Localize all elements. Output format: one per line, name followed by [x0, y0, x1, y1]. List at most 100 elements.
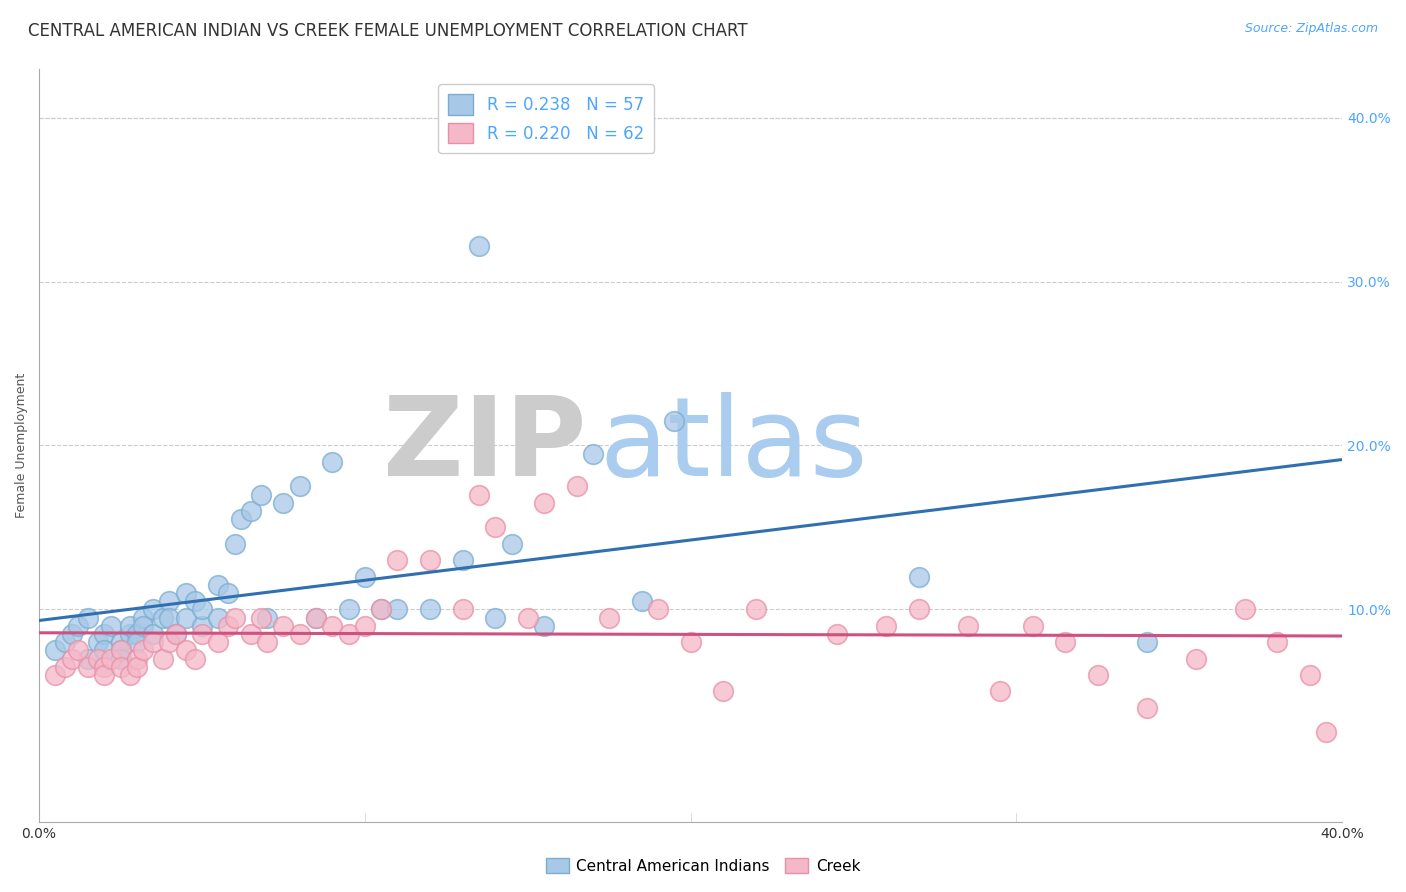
Point — [1184, 651, 1206, 665]
Point — [582, 447, 605, 461]
Point — [451, 553, 474, 567]
Point — [1087, 668, 1109, 682]
Text: Source: ZipAtlas.com: Source: ZipAtlas.com — [1244, 22, 1378, 36]
Point — [142, 627, 165, 641]
Point — [875, 619, 897, 633]
Point — [132, 610, 155, 624]
Point — [53, 659, 76, 673]
Point — [387, 602, 409, 616]
Point — [67, 619, 90, 633]
Point — [533, 619, 555, 633]
Point — [184, 651, 207, 665]
Point — [184, 594, 207, 608]
Point — [630, 594, 652, 608]
Point — [239, 504, 262, 518]
Point — [191, 602, 214, 616]
Point — [93, 659, 115, 673]
Point — [132, 619, 155, 633]
Point — [77, 659, 100, 673]
Point — [207, 610, 229, 624]
Point — [988, 684, 1011, 698]
Text: ZIP: ZIP — [382, 392, 586, 499]
Y-axis label: Female Unemployment: Female Unemployment — [15, 373, 28, 518]
Point — [120, 668, 142, 682]
Point — [305, 610, 328, 624]
Point — [419, 602, 441, 616]
Point — [224, 610, 246, 624]
Point — [217, 586, 239, 600]
Point — [159, 635, 181, 649]
Point — [256, 610, 278, 624]
Point — [224, 537, 246, 551]
Point — [125, 627, 148, 641]
Point — [44, 668, 66, 682]
Point — [387, 553, 409, 567]
Point — [321, 619, 343, 633]
Point — [110, 643, 132, 657]
Point — [468, 238, 491, 252]
Point — [152, 610, 174, 624]
Point — [354, 569, 377, 583]
Point — [1136, 700, 1159, 714]
Point — [93, 627, 115, 641]
Point — [60, 627, 83, 641]
Point — [354, 619, 377, 633]
Point — [1233, 602, 1256, 616]
Point — [1315, 725, 1337, 739]
Point — [468, 488, 491, 502]
Point — [120, 619, 142, 633]
Point — [337, 602, 360, 616]
Point — [249, 610, 271, 624]
Point — [125, 635, 148, 649]
Point — [370, 602, 392, 616]
Point — [93, 643, 115, 657]
Point — [711, 684, 734, 698]
Point — [67, 643, 90, 657]
Point — [288, 479, 311, 493]
Point — [142, 635, 165, 649]
Point — [165, 627, 187, 641]
Point — [1054, 635, 1077, 649]
Point — [745, 602, 768, 616]
Point — [907, 569, 929, 583]
Point — [1136, 635, 1159, 649]
Point — [110, 659, 132, 673]
Point — [110, 643, 132, 657]
Point — [827, 627, 849, 641]
Point — [533, 496, 555, 510]
Point — [273, 619, 295, 633]
Point — [501, 537, 523, 551]
Point — [174, 643, 197, 657]
Point — [229, 512, 252, 526]
Point — [191, 619, 214, 633]
Point — [1022, 619, 1045, 633]
Point — [516, 610, 538, 624]
Legend: R = 0.238   N = 57, R = 0.220   N = 62: R = 0.238 N = 57, R = 0.220 N = 62 — [439, 85, 654, 153]
Point — [60, 651, 83, 665]
Point — [174, 586, 197, 600]
Point — [451, 602, 474, 616]
Point — [273, 496, 295, 510]
Point — [77, 651, 100, 665]
Point — [110, 651, 132, 665]
Legend: Central American Indians, Creek: Central American Indians, Creek — [540, 852, 866, 880]
Point — [53, 635, 76, 649]
Point — [110, 635, 132, 649]
Point — [207, 635, 229, 649]
Point — [77, 610, 100, 624]
Point — [321, 455, 343, 469]
Point — [419, 553, 441, 567]
Point — [191, 627, 214, 641]
Point — [174, 610, 197, 624]
Text: atlas: atlas — [599, 392, 868, 499]
Point — [100, 651, 122, 665]
Point — [249, 488, 271, 502]
Point — [217, 619, 239, 633]
Point — [125, 659, 148, 673]
Point — [370, 602, 392, 616]
Text: CENTRAL AMERICAN INDIAN VS CREEK FEMALE UNEMPLOYMENT CORRELATION CHART: CENTRAL AMERICAN INDIAN VS CREEK FEMALE … — [28, 22, 748, 40]
Point — [664, 414, 686, 428]
Point — [142, 602, 165, 616]
Point — [165, 627, 187, 641]
Point — [679, 635, 702, 649]
